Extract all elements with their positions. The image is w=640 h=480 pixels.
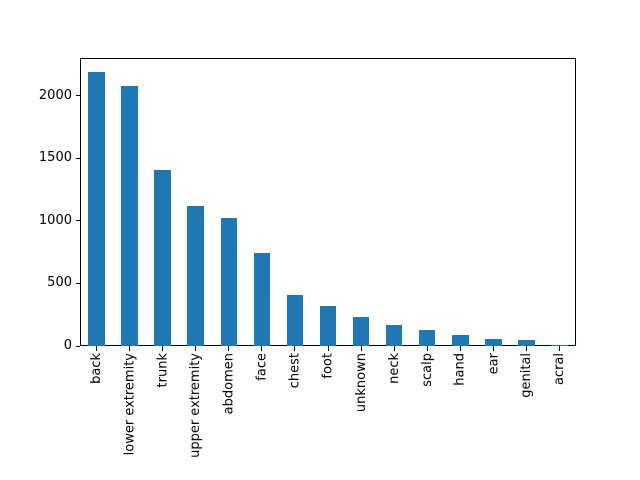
x-tick-mark [228,346,230,351]
x-tick-label-back: back [89,353,105,384]
bar-upper-extremity [187,206,204,346]
x-tick-mark [96,346,98,351]
y-tick-mark [75,282,80,284]
y-tick-mark [75,95,80,97]
x-tick-mark [525,346,527,351]
x-tick-mark [129,346,131,351]
x-tick-label-upper-extremity: upper extremity [188,353,204,458]
bar-trunk [154,170,171,346]
x-tick-mark [492,346,494,351]
x-tick-label-unknown: unknown [353,353,369,413]
x-tick-mark [459,346,461,351]
y-tick-label-500: 500 [47,275,72,291]
bar-unknown [352,317,370,346]
x-tick-mark [162,346,164,351]
x-tick-label-lower-extremity: lower extremity [122,353,138,456]
bar-scalp [418,330,436,346]
y-tick-label-0: 0 [63,338,72,353]
x-tick-mark [327,346,329,351]
x-tick-mark [393,346,395,351]
y-tick-mark [75,345,80,347]
bar-hand [452,335,469,346]
bar-genital [518,340,535,346]
bar-ear [485,339,502,346]
x-tick-mark [195,346,197,351]
x-tick-label-abdomen: abdomen [221,353,237,415]
bar-face [253,253,271,346]
x-tick-label-neck: neck [386,353,402,384]
bar-foot [319,306,337,346]
x-tick-label-hand: hand [452,353,468,386]
bar-back [88,72,105,346]
bar-chest [286,295,304,346]
y-tick-label-2000: 2000 [38,87,72,103]
x-tick-label-scalp: scalp [419,353,435,387]
y-tick-mark [75,220,80,222]
x-tick-mark [294,346,296,351]
x-tick-mark [558,346,560,351]
x-tick-label-acral: acral [551,353,567,386]
y-tick-label-1500: 1500 [38,150,72,166]
bar-lower-extremity [121,86,138,346]
y-tick-mark [75,157,80,159]
x-tick-mark [261,346,263,351]
y-tick-label-1000: 1000 [38,212,72,228]
x-tick-label-trunk: trunk [155,353,171,388]
x-tick-mark [360,346,362,351]
bar-abdomen [220,218,238,346]
x-tick-label-foot: foot [320,353,336,379]
x-tick-label-genital: genital [518,353,534,398]
x-tick-label-chest: chest [287,353,303,389]
x-tick-label-face: face [254,353,270,381]
bar-acral [551,345,568,346]
bar-neck [385,325,403,346]
x-tick-label-ear: ear [485,353,501,375]
x-tick-mark [426,346,428,351]
